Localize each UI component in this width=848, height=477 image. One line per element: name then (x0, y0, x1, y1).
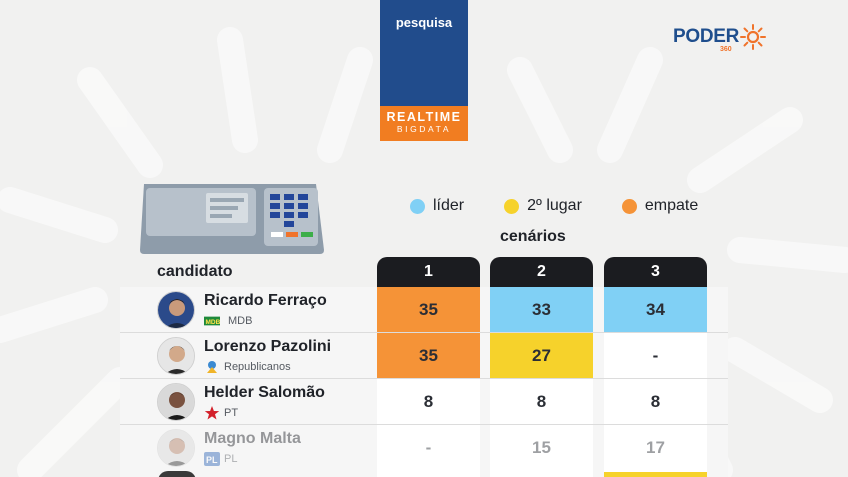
result-cell: 8 (536, 391, 547, 411)
candidate-name: Lorenzo Pazolini (204, 338, 332, 355)
svg-text:PL: PL (206, 455, 218, 465)
result-cell: 8 (423, 391, 434, 411)
table-row: Lorenzo Pazolini Republicanos 35 27 - (120, 333, 728, 379)
legend-second-swatch (504, 198, 520, 214)
brand-line1: REALTIME (386, 110, 462, 124)
pl-logo-icon: PL (204, 452, 220, 466)
candidate-name: Helder Salomão (204, 384, 325, 401)
result-cell: 8 (650, 391, 661, 411)
candidate-name: Magno Malta (204, 430, 301, 447)
result-cell: 15 (532, 437, 551, 457)
ballot-machine-icon (140, 184, 324, 254)
party-name: PT (224, 407, 239, 419)
sun-icon (740, 24, 767, 50)
poll-badge-label: pesquisa (395, 15, 453, 30)
realtime-bigdata-logo: REALTIME BIGDATA (380, 106, 468, 141)
poll-badge: pesquisa (380, 0, 468, 106)
result-cell: 27 (490, 333, 593, 378)
republicanos-logo-icon (204, 360, 220, 374)
table-row: Magno Malta PL PL - 15 17 (120, 425, 728, 471)
table-row: Ricardo Ferraço MDB MDB 35 33 34 (120, 287, 728, 333)
result-cell: 34 (604, 287, 707, 332)
row-divider (120, 424, 728, 425)
candidate-party: PL PL (204, 451, 237, 467)
legend: líder 2º lugar empate (410, 197, 698, 215)
legend-leader-swatch (410, 198, 425, 214)
legend-tie-swatch (621, 198, 637, 214)
legend-second-label: 2º lugar (527, 197, 582, 214)
brand-line2: BIGDATA (396, 124, 452, 134)
scenarios-title: cenários (500, 228, 566, 245)
legend-item-leader: líder (410, 197, 464, 215)
result-cell: - (425, 437, 432, 457)
party-name: PL (224, 453, 238, 465)
legend-tie-label: empate (644, 197, 699, 214)
logo-text: PODER (673, 26, 740, 47)
scenario-1-header: 1 (377, 257, 480, 287)
party-name: MDB (228, 315, 253, 327)
next-row-highlight-partial (604, 472, 707, 477)
candidate-column-header: candidato (157, 263, 233, 280)
legend-leader-label: líder (433, 197, 465, 214)
next-row-avatar-partial (158, 471, 196, 477)
result-cell: - (652, 345, 659, 365)
avatar (157, 429, 195, 467)
party-name: Republicanos (224, 361, 291, 373)
table-row: Helder Salomão PT 8 8 8 (120, 379, 728, 425)
candidate-party: MDB MDB (204, 313, 252, 329)
pt-star-icon (204, 406, 220, 420)
candidate-party: Republicanos (204, 359, 291, 375)
candidate-party: PT (204, 405, 238, 421)
poder360-logo: PODER (673, 23, 767, 51)
legend-item-second: 2º lugar (504, 197, 582, 215)
candidate-name: Ricardo Ferraço (204, 292, 327, 309)
mdb-logo-icon: MDB (204, 314, 220, 328)
row-divider (120, 378, 728, 379)
row-divider (120, 332, 728, 333)
result-cell: 33 (490, 287, 593, 332)
logo-suffix: 360 (720, 46, 732, 53)
avatar (157, 291, 195, 329)
legend-item-tie: empate (621, 197, 699, 215)
scenario-3-header: 3 (604, 257, 707, 287)
avatar (157, 383, 195, 421)
result-cell: 35 (377, 287, 480, 332)
svg-text:MDB: MDB (205, 319, 220, 326)
result-cell: 35 (377, 333, 480, 378)
avatar (157, 337, 195, 375)
result-cell: 17 (646, 437, 665, 457)
scenario-2-header: 2 (490, 257, 593, 287)
